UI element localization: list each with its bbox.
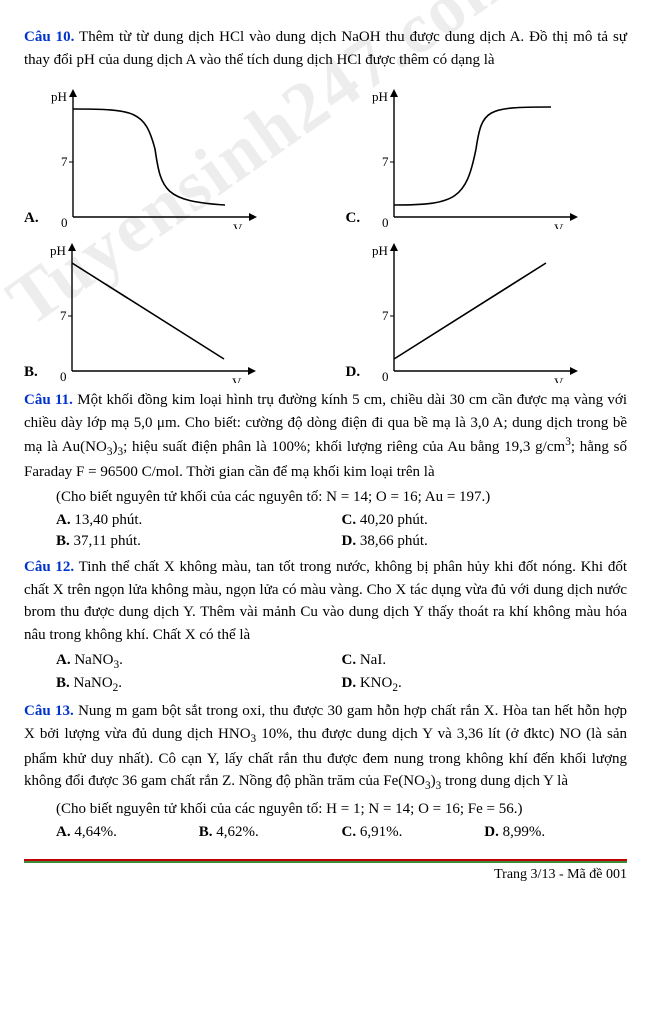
q11-note: (Cho biết nguyên tử khối của các nguyên …: [24, 489, 627, 506]
q12-opt-c: C. NaI.: [342, 652, 628, 671]
q13-opt-c: C. 6,91%.: [342, 824, 485, 841]
svg-text:0: 0: [382, 369, 389, 383]
page-footer: Trang 3/13 - Mã đề 001: [24, 867, 627, 883]
q13-label: Câu 13.: [24, 703, 74, 719]
q10-graph-d: D. 70pHVHCl: [346, 233, 628, 383]
q12-opt-a: A. NaNO3.: [56, 652, 342, 671]
svg-text:V: V: [232, 375, 242, 383]
q10-graph-a: A. 70pHVHCl: [24, 79, 306, 229]
q11-label: Câu 11.: [24, 392, 73, 408]
q10-label: Câu 10.: [24, 29, 74, 45]
q12-label: Câu 12.: [24, 559, 74, 575]
svg-text:V: V: [554, 221, 564, 229]
svg-text:V: V: [554, 375, 564, 383]
q12-opt-b: B. NaNO2.: [56, 675, 342, 694]
svg-text:0: 0: [382, 215, 389, 229]
footer-rule: [24, 859, 627, 863]
q13-opt-b: B. 4,62%.: [199, 824, 342, 841]
svg-text:pH: pH: [51, 89, 67, 104]
q13-options: A. 4,64%. B. 4,62%. C. 6,91%. D. 8,99%.: [24, 824, 627, 841]
svg-text:7: 7: [382, 154, 389, 169]
q10-graph-grid: A. 70pHVHCl C. 70pHVHCl B. 70pHVHCl D. 7…: [24, 79, 627, 383]
q13-text: Câu 13. Nung m gam bột sắt trong oxi, th…: [24, 700, 627, 795]
q10-opt-a-label: A.: [24, 210, 39, 227]
q11-options: A. 13,40 phút. C. 40,20 phút. B. 37,11 p…: [24, 512, 627, 550]
q10-text: Câu 10. Thêm từ từ dung dịch HCl vào dun…: [24, 26, 627, 71]
q10-graph-c: C. 70pHVHCl: [346, 79, 628, 229]
svg-text:pH: pH: [372, 243, 388, 258]
q10-graph-b: B. 70pHVHCl: [24, 233, 306, 383]
svg-text:0: 0: [61, 215, 68, 229]
q10-body: Thêm từ từ dung dịch HCl vào dung dịch N…: [24, 29, 627, 68]
svg-text:0: 0: [60, 369, 67, 383]
q10-opt-c-label: C.: [346, 210, 361, 227]
graph-a-svg: 70pHVHCl: [45, 79, 265, 229]
q12-text: Câu 12. Tinh thể chất X không màu, tan t…: [24, 556, 627, 646]
svg-text:7: 7: [61, 154, 68, 169]
q11-text: Câu 11. Một khối đồng kim loại hình trụ …: [24, 389, 627, 483]
q12-opt-d: D. KNO2.: [342, 675, 628, 694]
q11-opt-a: A. 13,40 phút.: [56, 512, 342, 529]
graph-c-svg: 70pHVHCl: [366, 79, 586, 229]
graph-b-svg: 70pHVHCl: [44, 233, 264, 383]
q11-opt-c: C. 40,20 phút.: [342, 512, 628, 529]
q12-body: Tinh thể chất X không màu, tan tốt trong…: [24, 559, 627, 643]
svg-text:7: 7: [60, 308, 67, 323]
q13-opt-a: A. 4,64%.: [56, 824, 199, 841]
svg-text:pH: pH: [50, 243, 66, 258]
q11-opt-b: B. 37,11 phút.: [56, 533, 342, 550]
q12-options: A. NaNO3. C. NaI. B. NaNO2. D. KNO2.: [24, 652, 627, 694]
svg-text:V: V: [233, 221, 243, 229]
q10-opt-d-label: D.: [346, 364, 361, 381]
graph-d-svg: 70pHVHCl: [366, 233, 586, 383]
svg-text:pH: pH: [372, 89, 388, 104]
q13-note: (Cho biết nguyên tử khối của các nguyên …: [24, 801, 627, 818]
q13-opt-d: D. 8,99%.: [484, 824, 627, 841]
svg-text:7: 7: [382, 308, 389, 323]
q11-opt-d: D. 38,66 phút.: [342, 533, 628, 550]
q10-opt-b-label: B.: [24, 364, 38, 381]
